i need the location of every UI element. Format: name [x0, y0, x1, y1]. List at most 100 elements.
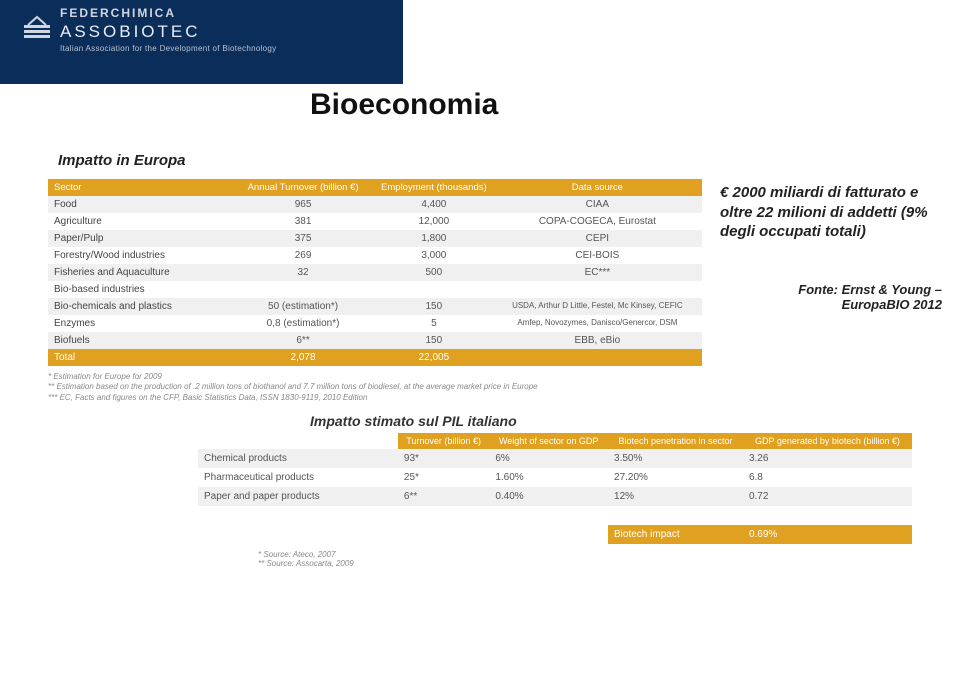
t2-cell: 0.40%: [489, 487, 608, 506]
impact-label: Biotech impact: [608, 525, 743, 544]
t1-cell: 1,800: [375, 230, 493, 247]
t2-cell: 12%: [608, 487, 743, 506]
table-row: Paper/Pulp3751,800CEPI: [48, 230, 702, 247]
brand-subtitle: Italian Association for the Development …: [60, 44, 276, 53]
t2-cell: 0.72: [743, 487, 912, 506]
t1-header-2: Employment (thousands): [375, 179, 493, 196]
t1-cell: 6**: [231, 332, 375, 349]
subtitle-italy: Impatto stimato sul PIL italiano: [310, 413, 960, 429]
t2-header-1: Turnover (billion €): [398, 433, 489, 449]
table-row: Forestry/Wood industries2693,000CEI-BOIS: [48, 247, 702, 264]
t1-cell: 50 (estimation*): [231, 298, 375, 315]
t2-cell: 6**: [398, 487, 489, 506]
t1-cell: 32: [231, 264, 375, 281]
t1-cell: CEPI: [493, 230, 702, 247]
t1-header-0: Sector: [48, 179, 231, 196]
table-row: Bio-chemicals and plastics50 (estimation…: [48, 298, 702, 315]
footnote-line: *** EC, Facts and figures on the CFP, Ba…: [48, 393, 702, 403]
title-row: Bioeconomia: [0, 96, 960, 122]
header-band: FEDERCHIMICA ASSOBIOTEC Italian Associat…: [0, 0, 960, 84]
t1-cell: 5: [375, 315, 493, 332]
table-row: Paper and paper products6**0.40%12%0.72: [198, 487, 912, 506]
biotech-impact-row: Biotech impact0.69%: [198, 525, 912, 544]
spacer-row: [198, 506, 912, 525]
t1-cell: 4,400: [375, 196, 493, 213]
t2-cell: 3.26: [743, 449, 912, 468]
table-row: Agriculture38112,000COPA-COGECA, Eurosta…: [48, 213, 702, 230]
t1-cell: 150: [375, 298, 493, 315]
page-title: Bioeconomia: [310, 88, 498, 122]
source-citation: Fonte: Ernst & Young – EuropaBIO 2012: [720, 282, 942, 312]
t1-cell: 22,005: [375, 349, 493, 366]
t1-cell: CEI-BOIS: [493, 247, 702, 264]
impact-value: 0.69%: [743, 525, 912, 544]
t2-cell: 6%: [489, 449, 608, 468]
logo-block: FEDERCHIMICA ASSOBIOTEC Italian Associat…: [22, 6, 960, 53]
t1-cell: [493, 349, 702, 366]
table-row: Chemical products93*6%3.50%3.26: [198, 449, 912, 468]
europe-sector-table: SectorAnnual Turnover (billion €)Employm…: [48, 179, 702, 366]
t2-cell: Chemical products: [198, 449, 398, 468]
t1-cell: 965: [231, 196, 375, 213]
t1-cell: Fisheries and Aquaculture: [48, 264, 231, 281]
table-row: Total2,07822,005: [48, 349, 702, 366]
subtitle-europe: Impatto in Europa: [58, 152, 960, 169]
t1-cell: Enzymes: [48, 315, 231, 332]
t2-cell: 1.60%: [489, 468, 608, 487]
table-row: Biofuels6**150EBB, eBio: [48, 332, 702, 349]
t1-cell: 0,8 (estimation*): [231, 315, 375, 332]
t1-cell: Bio-based industries: [48, 281, 231, 298]
table1-footnotes: * Estimation for Europe for 2009** Estim…: [48, 372, 702, 403]
italy-gdp-table: Turnover (billion €)Weight of sector on …: [198, 433, 912, 544]
footnote-line: ** Source: Assocarta, 2009: [258, 559, 912, 568]
t1-cell: Bio-chemicals and plastics: [48, 298, 231, 315]
t1-cell: [231, 281, 375, 298]
t1-header-1: Annual Turnover (billion €): [231, 179, 375, 196]
t2-cell: Paper and paper products: [198, 487, 398, 506]
t1-cell: Biofuels: [48, 332, 231, 349]
t2-cell: 3.50%: [608, 449, 743, 468]
t1-cell: EC***: [493, 264, 702, 281]
t2-cell: 27.20%: [608, 468, 743, 487]
table-row: Pharmaceutical products25*1.60%27.20%6.8: [198, 468, 912, 487]
t2-header-0: [198, 433, 398, 449]
t1-cell: 375: [231, 230, 375, 247]
t1-cell: EBB, eBio: [493, 332, 702, 349]
source-line2: EuropaBIO 2012: [842, 297, 942, 312]
federchimica-logo-icon: [22, 15, 52, 45]
t1-cell: CIAA: [493, 196, 702, 213]
t1-cell: Total: [48, 349, 231, 366]
table-row: Fisheries and Aquaculture32500EC***: [48, 264, 702, 281]
t1-cell: COPA-COGECA, Eurostat: [493, 213, 702, 230]
table-row: Bio-based industries: [48, 281, 702, 298]
t1-cell: Food: [48, 196, 231, 213]
t2-header-4: GDP generated by biotech (billion €): [743, 433, 912, 449]
table-row: Enzymes0,8 (estimation*)5Amfep, Novozyme…: [48, 315, 702, 332]
footnote-line: ** Estimation based on the production of…: [48, 382, 702, 392]
t2-cell: 6.8: [743, 468, 912, 487]
t1-cell: Forestry/Wood industries: [48, 247, 231, 264]
t2-cell: 25*: [398, 468, 489, 487]
t1-header-3: Data source: [493, 179, 702, 196]
t1-cell: Agriculture: [48, 213, 231, 230]
t1-cell: 269: [231, 247, 375, 264]
t1-cell: 500: [375, 264, 493, 281]
t2-header-2: Weight of sector on GDP: [489, 433, 608, 449]
table-row: Food9654,400CIAA: [48, 196, 702, 213]
brand-federchimica: FEDERCHIMICA: [60, 6, 276, 20]
t1-cell: 150: [375, 332, 493, 349]
t1-cell: 381: [231, 213, 375, 230]
footnote-line: * Source: Ateco, 2007: [258, 550, 912, 559]
t2-cell: Pharmaceutical products: [198, 468, 398, 487]
t2-cell: 93*: [398, 449, 489, 468]
t1-cell: [375, 281, 493, 298]
t1-cell: USDA, Arthur D Little, Festel, Mc Kinsey…: [493, 298, 702, 315]
fact-summary: € 2000 miliardi di fatturato e oltre 22 …: [720, 183, 942, 242]
t1-cell: 3,000: [375, 247, 493, 264]
t2-header-3: Biotech penetration in sector: [608, 433, 743, 449]
source-line1: Fonte: Ernst & Young –: [798, 282, 942, 297]
footnote-line: * Estimation for Europe for 2009: [48, 372, 702, 382]
t1-cell: Amfep, Novozymes, Danisco/Genercor, DSM: [493, 315, 702, 332]
t1-cell: 2,078: [231, 349, 375, 366]
t1-cell: [493, 281, 702, 298]
